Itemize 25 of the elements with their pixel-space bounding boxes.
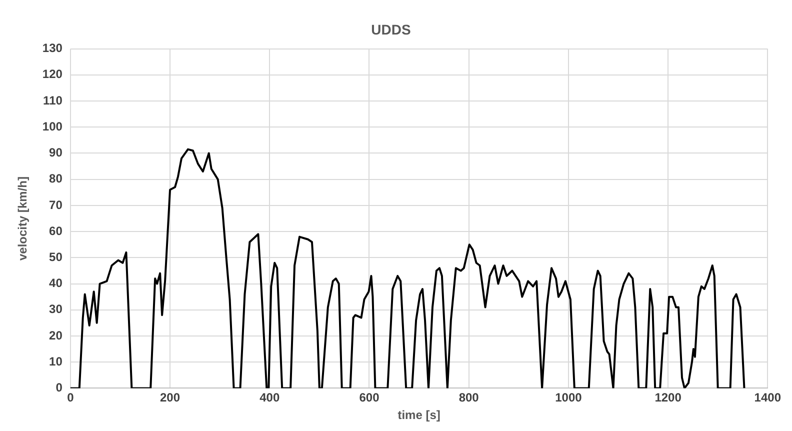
x-tick-label: 400 bbox=[260, 390, 280, 405]
y-tick-label: 80 bbox=[49, 172, 63, 186]
y-axis-title: velocity [km/h] bbox=[16, 176, 30, 261]
x-tick-label: 1200 bbox=[654, 390, 682, 405]
x-tick-label: 1400 bbox=[754, 390, 782, 405]
x-tick-label: 0 bbox=[67, 390, 74, 405]
x-tick-label: 800 bbox=[458, 390, 480, 405]
y-tick-label: 0 bbox=[56, 380, 63, 395]
y-tick-label: 110 bbox=[43, 93, 63, 108]
x-tick-label: 1000 bbox=[555, 390, 582, 405]
y-tick-label: 60 bbox=[49, 224, 63, 238]
y-tick-label: 50 bbox=[49, 250, 63, 264]
y-tick-label: 40 bbox=[49, 276, 63, 290]
y-tick-label: 130 bbox=[42, 41, 63, 56]
y-tick-label: 30 bbox=[49, 302, 63, 316]
y-tick-label: 20 bbox=[49, 328, 63, 342]
x-axis-title: time [s] bbox=[398, 408, 440, 422]
x-tick-label: 600 bbox=[359, 390, 380, 405]
y-tick-label: 90 bbox=[49, 146, 63, 160]
y-tick-label: 10 bbox=[49, 354, 63, 368]
y-tick-label: 100 bbox=[42, 119, 63, 134]
y-tick-label: 70 bbox=[49, 198, 63, 212]
chart-title: UDDS bbox=[371, 21, 411, 38]
x-tick-label: 200 bbox=[160, 390, 180, 405]
y-tick-label: 120 bbox=[42, 67, 63, 82]
